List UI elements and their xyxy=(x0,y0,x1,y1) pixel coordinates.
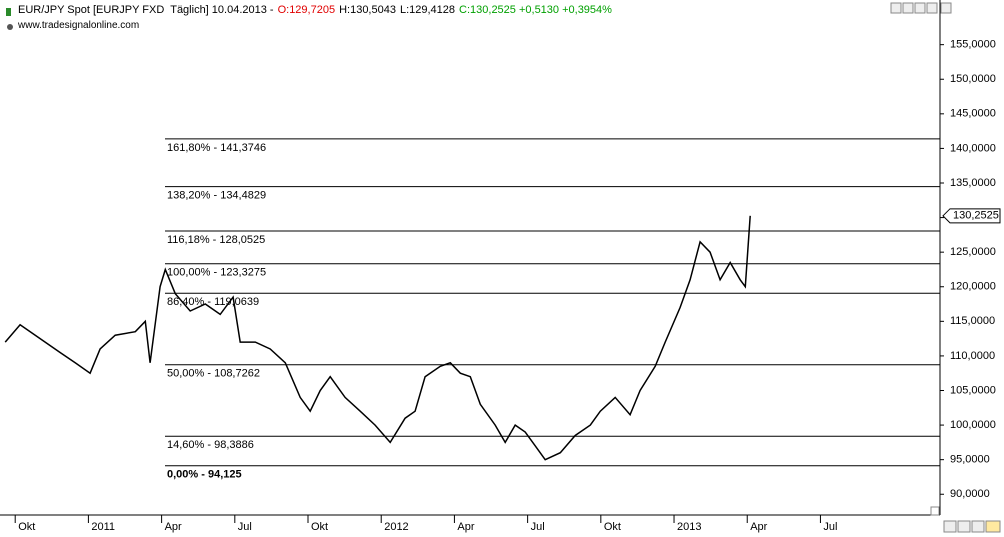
level-label: 161,80% - 141,3746 xyxy=(167,142,266,154)
y-tick-label: 125,0000 xyxy=(950,246,996,258)
instrument: EUR/JPY Spot [EURJPY FXD Täglich] 10.04.… xyxy=(18,4,274,16)
toolbar-button[interactable] xyxy=(890,2,902,14)
quote-value: L:129,4128 xyxy=(399,4,456,16)
x-tick-label: Okt xyxy=(18,521,35,533)
level-label: 138,20% - 134,4829 xyxy=(167,189,266,201)
source-icon xyxy=(7,24,13,30)
toolbar-button[interactable] xyxy=(940,2,952,14)
y-tick-label: 100,0000 xyxy=(950,419,996,431)
toolbar-button[interactable] xyxy=(902,2,914,14)
x-tick-label: 2011 xyxy=(91,521,115,533)
quote-value: O:129,7205 xyxy=(277,4,336,16)
y-tick-label: 150,0000 xyxy=(950,73,996,85)
x-tick-label: Okt xyxy=(311,521,328,533)
quote-value: H:130,5043 xyxy=(339,4,396,16)
x-tick-label: Apr xyxy=(750,521,767,533)
x-tick-label: 2013 xyxy=(677,521,701,533)
level-label: 0,00% - 94,125 xyxy=(167,469,242,481)
y-tick-label: 110,0000 xyxy=(950,350,995,362)
zoom-button[interactable] xyxy=(985,520,1001,533)
toolbar-button[interactable] xyxy=(914,2,926,14)
quote-value: C:130,2525 +0,5130 +0,3954% xyxy=(459,4,612,16)
y-tick-label: 135,0000 xyxy=(950,177,996,189)
level-label: 50,00% - 108,7262 xyxy=(167,368,260,380)
scroll-button[interactable] xyxy=(943,520,957,533)
resize-button[interactable] xyxy=(930,506,940,516)
y-tick-label: 115,0000 xyxy=(950,315,995,327)
last-price-tag xyxy=(942,208,1001,224)
level-label: 86,40% - 119,0639 xyxy=(167,296,259,308)
y-tick-label: 105,0000 xyxy=(950,384,996,396)
scroll-button[interactable] xyxy=(971,520,985,533)
header: EUR/JPY Spot [EURJPY FXD Täglich] 10.04.… xyxy=(18,4,616,16)
price-line xyxy=(4,215,751,461)
scroll-button[interactable] xyxy=(957,520,971,533)
y-tick-label: 90,0000 xyxy=(950,488,990,500)
y-tick-label: 140,0000 xyxy=(950,142,996,154)
y-tick-label: 145,0000 xyxy=(950,108,996,120)
level-label: 116,18% - 128,0525 xyxy=(167,234,265,246)
x-tick-label: Apr xyxy=(457,521,474,533)
y-tick-label: 155,0000 xyxy=(950,39,996,51)
last-price-label: 130,2525 xyxy=(953,210,999,222)
level-label: 14,60% - 98,3886 xyxy=(167,439,254,451)
x-tick-label: Jul xyxy=(238,521,252,533)
x-tick-label: Jul xyxy=(531,521,545,533)
x-tick-label: 2012 xyxy=(384,521,408,533)
source: www.tradesignalonline.com xyxy=(18,20,140,31)
legend-icon xyxy=(6,8,11,16)
y-tick-label: 95,0000 xyxy=(950,454,990,466)
x-tick-label: Jul xyxy=(823,521,837,533)
y-tick-label: 120,0000 xyxy=(950,281,996,293)
x-tick-label: Apr xyxy=(165,521,182,533)
toolbar[interactable] xyxy=(890,2,952,14)
level-label: 100,00% - 123,3275 xyxy=(167,267,266,279)
scroll-controls[interactable] xyxy=(930,506,1001,533)
toolbar-button[interactable] xyxy=(926,2,938,14)
x-tick-label: Okt xyxy=(604,521,621,533)
